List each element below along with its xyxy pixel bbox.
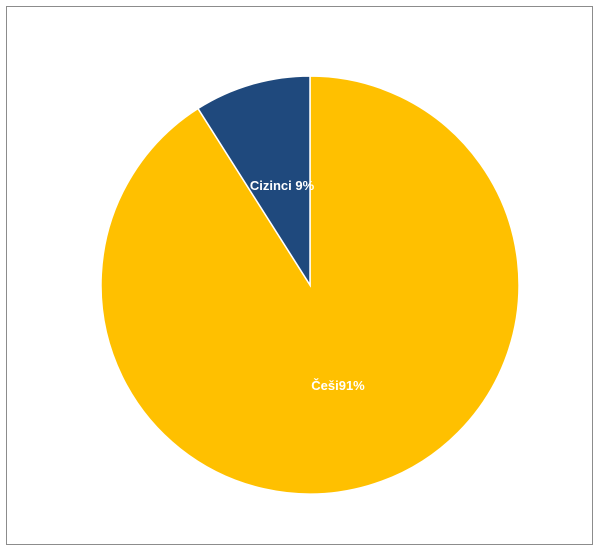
pie-slice-cizinci (196, 75, 311, 288)
data-label-češi: Češi91% (311, 378, 365, 393)
pie-slices (100, 75, 520, 495)
data-label-cizinci: Cizinci 9% (250, 178, 315, 193)
pie-labels: Češi91% Cizinci 9% (250, 178, 365, 393)
